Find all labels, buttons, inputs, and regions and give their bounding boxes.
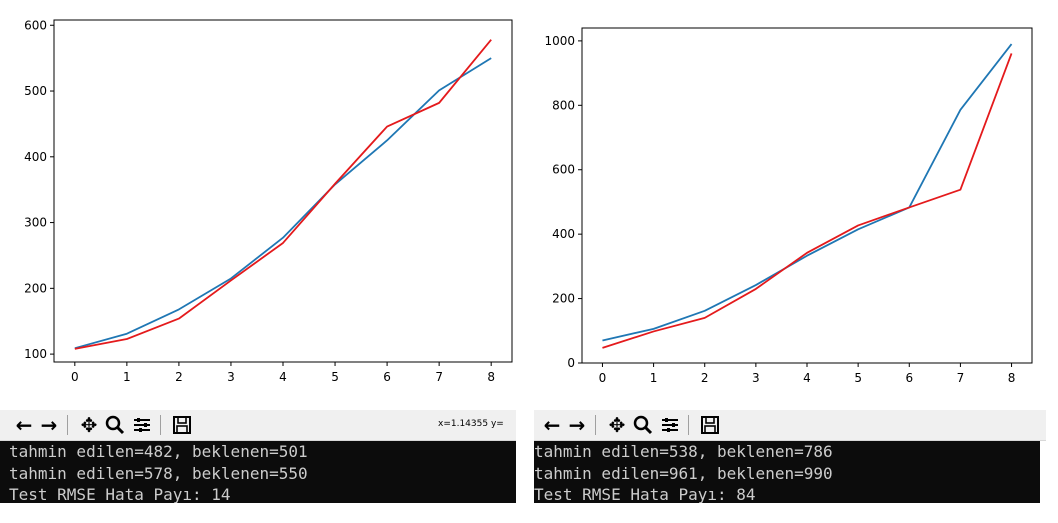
- x-tick-label: 2: [175, 370, 183, 384]
- plot-area: [53, 19, 513, 363]
- toolbar-separator: [688, 415, 689, 435]
- y-tick-label: 600: [552, 163, 575, 177]
- cursor-coordinates: x=1.14355 y=: [438, 419, 504, 429]
- x-tick-label: 0: [71, 370, 79, 384]
- toolbar-separator: [67, 415, 68, 435]
- x-tick-label: 6: [383, 370, 391, 384]
- toolbar-separator: [595, 415, 596, 435]
- y-tick-label: 1000: [544, 34, 575, 48]
- right-figure-window: 0 200 400 600 800 1000 0 1 2 3 4 5 6 7 8 ← → ✥ tahmin …: [528, 0, 1058, 523]
- left-line-chart: 100 200 300 400 500 600 0 1 2 3 4 5 6 7 8: [24, 18, 513, 384]
- zoom-icon[interactable]: [631, 413, 655, 437]
- pan-icon[interactable]: ✥: [80, 413, 98, 437]
- x-tick-label: 5: [331, 370, 339, 384]
- right-navigation-toolbar: ← → ✥: [534, 410, 1046, 441]
- x-tick-label: 3: [752, 371, 760, 385]
- console-line: Test RMSE Hata Payı: 14: [9, 485, 231, 503]
- forward-icon[interactable]: →: [40, 413, 58, 437]
- back-icon[interactable]: ←: [543, 413, 561, 437]
- x-tick-label: 5: [854, 371, 862, 385]
- x-tick-label: 6: [905, 371, 913, 385]
- x-tick-label: 1: [650, 371, 658, 385]
- x-tick-label: 3: [227, 370, 235, 384]
- configure-subplots-icon[interactable]: [130, 413, 154, 437]
- series-line-red: [74, 39, 492, 350]
- left-console-output: tahmin edilen=482, beklenen=501 tahmin e…: [0, 441, 516, 503]
- save-icon[interactable]: [170, 413, 194, 437]
- x-tick-label: 8: [487, 370, 495, 384]
- zoom-icon[interactable]: [103, 413, 127, 437]
- console-line: tahmin edilen=961, beklenen=990: [534, 463, 833, 483]
- console-line: Test RMSE Hata Payı: 84: [534, 485, 756, 503]
- series-line-red: [602, 53, 1013, 349]
- y-tick-label: 800: [552, 98, 575, 112]
- y-tick-label: 0: [567, 356, 575, 370]
- x-tick-label: 1: [123, 370, 131, 384]
- y-tick-label: 400: [552, 227, 575, 241]
- save-icon[interactable]: [698, 413, 722, 437]
- console-line: tahmin edilen=482, beklenen=501: [9, 442, 308, 461]
- x-tick-label: 2: [701, 371, 709, 385]
- y-tick-label: 400: [24, 150, 47, 164]
- series-line-blue: [602, 43, 1013, 342]
- y-tick-label: 500: [24, 84, 47, 98]
- y-tick-label: 200: [552, 292, 575, 306]
- back-icon[interactable]: ←: [15, 413, 33, 437]
- right-line-chart: 0 200 400 600 800 1000 0 1 2 3 4 5 6 7 8: [544, 27, 1033, 385]
- forward-icon[interactable]: →: [568, 413, 586, 437]
- console-line: tahmin edilen=578, beklenen=550: [9, 463, 308, 483]
- y-tick-label: 200: [24, 281, 47, 295]
- y-tick-label: 100: [24, 347, 47, 361]
- plot-area: [581, 27, 1033, 364]
- x-tick-label: 4: [803, 371, 811, 385]
- x-tick-label: 4: [279, 370, 287, 384]
- series-line-blue: [74, 57, 492, 350]
- left-figure-window: 100 200 300 400 500 600 0 1 2 3 4 5 6 7 8 ← → ✥ x=1.14…: [0, 0, 516, 523]
- x-tick-label: 7: [435, 370, 443, 384]
- x-tick-label: 8: [1008, 371, 1016, 385]
- toolbar-separator: [160, 415, 161, 435]
- x-tick-label: 0: [599, 371, 607, 385]
- x-tick-label: 7: [957, 371, 965, 385]
- console-line: tahmin edilen=538, beklenen=786: [534, 442, 833, 461]
- y-tick-label: 600: [24, 18, 47, 32]
- configure-subplots-icon[interactable]: [658, 413, 682, 437]
- left-navigation-toolbar: ← → ✥ x=1.14355 y=: [0, 410, 516, 441]
- right-console-output: tahmin edilen=538, beklenen=786 tahmin e…: [534, 441, 1040, 503]
- y-tick-label: 300: [24, 216, 47, 230]
- pan-icon[interactable]: ✥: [608, 413, 626, 437]
